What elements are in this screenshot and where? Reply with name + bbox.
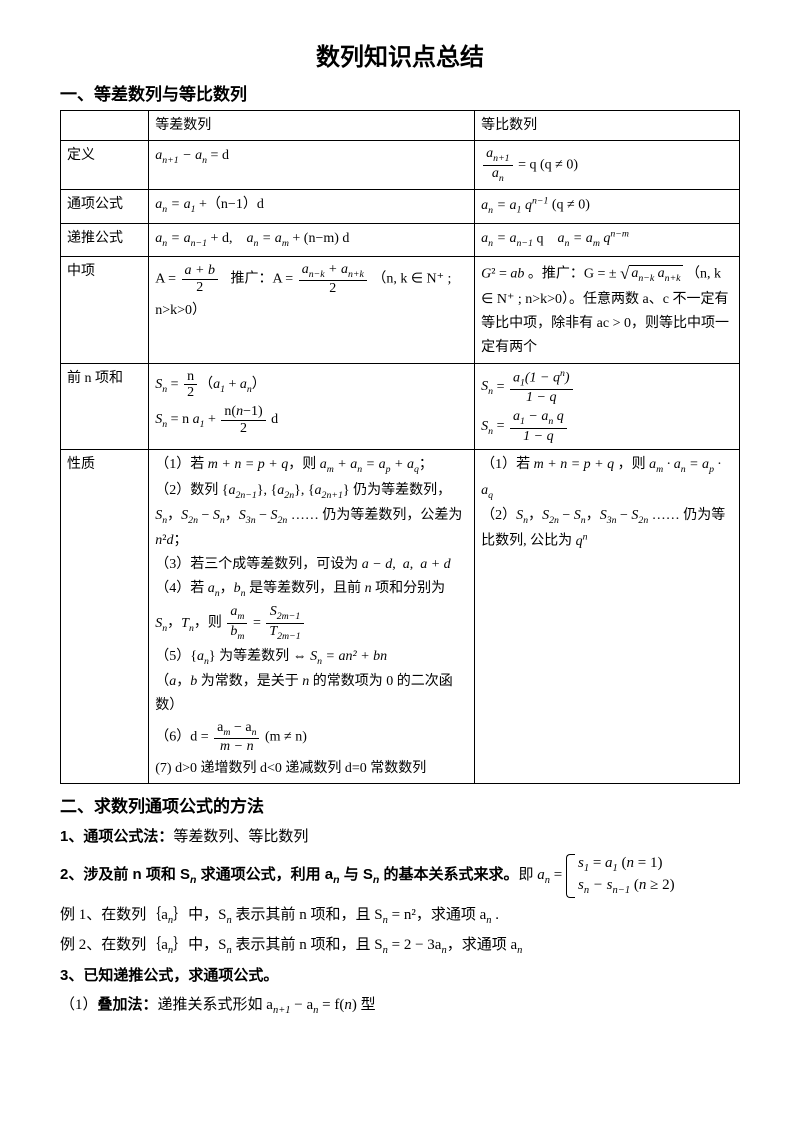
example-1: 例 1、在数列｛an｝中，Sn 表示其前 n 项和，且 Sn = n²，求通项 … — [60, 904, 740, 929]
cell: an = an−1 q an = am qn−m — [475, 223, 740, 256]
cell: an = a1 qn−1 (q ≠ 0) — [475, 190, 740, 223]
method-3-1: （1）叠加法：递推关系式形如 an+1 − an = f(n) 型 — [60, 994, 740, 1019]
table-row: 中项 A = a + b2 推广：A = an−k + an+k2 （n, k … — [61, 256, 740, 363]
page-title: 数列知识点总结 — [60, 40, 740, 76]
comparison-table: 等差数列 等比数列 定义 an+1 − an = d an+1an = q (q… — [60, 110, 740, 785]
table-row: 递推公式 an = an−1 + d, an = am + (n−m) d an… — [61, 223, 740, 256]
row-label: 通项公式 — [61, 190, 149, 223]
table-row: 前 n 项和 Sn = n2（a1 + an） Sn = n a1 + n(n−… — [61, 363, 740, 450]
table-row: 通项公式 an = a1 +（n−1）d an = a1 qn−1 (q ≠ 0… — [61, 190, 740, 223]
header-geometric: 等比数列 — [475, 110, 740, 141]
table-row: 定义 an+1 − an = d an+1an = q (q ≠ 0) — [61, 141, 740, 190]
cell: an+1an = q (q ≠ 0) — [475, 141, 740, 190]
cell: Sn = a1(1 − qn)1 − q Sn = a1 − an q1 − q — [475, 363, 740, 450]
cell: G² = ab 。推广：G = ± √an−k an+k （n, k ∈ N⁺ … — [475, 256, 740, 363]
row-label: 递推公式 — [61, 223, 149, 256]
row-label: 前 n 项和 — [61, 363, 149, 450]
cell: an+1 − an = d — [149, 141, 475, 190]
cell: an = an−1 + d, an = am + (n−m) d — [149, 223, 475, 256]
example-2: 例 2、在数列｛an｝中，Sn 表示其前 n 项和，且 Sn = 2 − 3an… — [60, 934, 740, 959]
cell: （1）若 m + n = p + q，则 am + an = ap + aq； … — [149, 450, 475, 784]
cell: A = a + b2 推广：A = an−k + an+k2 （n, k ∈ N… — [149, 256, 475, 363]
section2-heading: 二、求数列通项公式的方法 — [60, 794, 740, 820]
cell: an = a1 +（n−1）d — [149, 190, 475, 223]
method-2: 2、涉及前 n 项和 Sn 求通项公式，利用 an 与 Sn 的基本关系式来求。… — [60, 854, 740, 897]
section1-heading: 一、等差数列与等比数列 — [60, 82, 740, 108]
header-arithmetic: 等差数列 — [149, 110, 475, 141]
method-1: 1、通项公式法：等差数列、等比数列 — [60, 826, 740, 849]
row-label: 定义 — [61, 141, 149, 190]
table-header-row: 等差数列 等比数列 — [61, 110, 740, 141]
row-label: 性质 — [61, 450, 149, 784]
table-row: 性质 （1）若 m + n = p + q，则 am + an = ap + a… — [61, 450, 740, 784]
method-3: 3、已知递推公式，求通项公式。 — [60, 965, 740, 988]
row-label: 中项 — [61, 256, 149, 363]
cell: （1）若 m + n = p + q ，则 am · an = ap · aq … — [475, 450, 740, 784]
cell: Sn = n2（a1 + an） Sn = n a1 + n(n−1)2 d — [149, 363, 475, 450]
